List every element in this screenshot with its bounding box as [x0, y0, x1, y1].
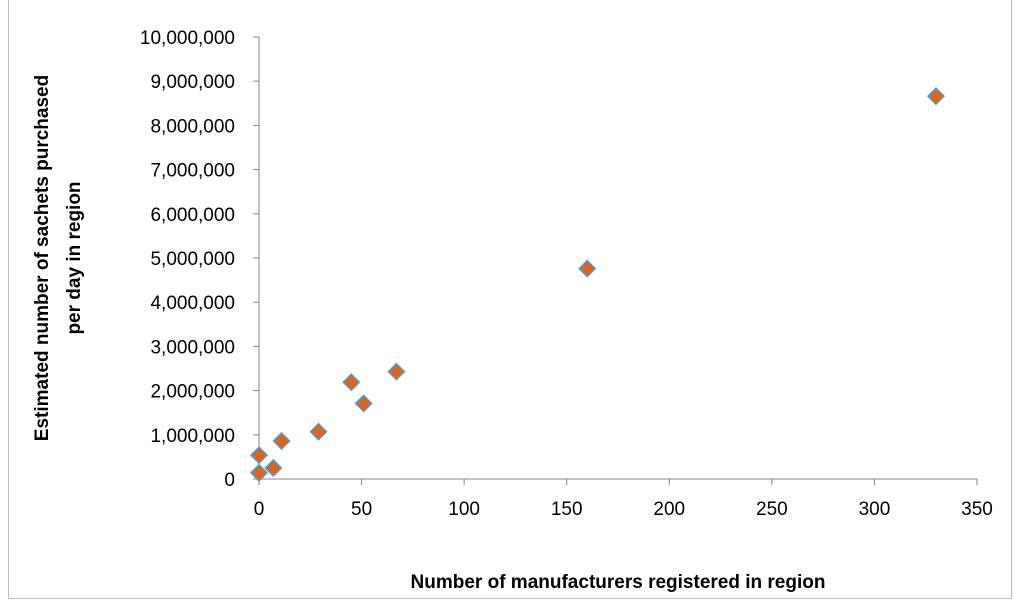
y-tick-label: 2,000,000	[150, 382, 235, 403]
y-tick-label: 8,000,000	[150, 116, 235, 137]
data-point	[926, 87, 946, 106]
x-tick-label: 50	[351, 499, 372, 520]
data-points	[249, 87, 946, 482]
data-point	[578, 259, 597, 278]
data-point	[249, 463, 269, 482]
x-tick-label: 200	[653, 499, 685, 520]
x-tick-label: 100	[448, 499, 480, 520]
data-point	[272, 431, 291, 451]
y-tick-label: 5,000,000	[150, 249, 235, 270]
data-point	[264, 458, 283, 478]
data-point	[387, 362, 406, 381]
chart-frame	[8, 0, 1012, 599]
x-tick-label: 300	[859, 499, 891, 520]
y-tick-label: 10,000,000	[140, 28, 235, 49]
x-tick-label: 350	[961, 499, 993, 520]
y-axis-title-line-1: Estimated number of sachets purchased	[32, 75, 53, 441]
data-point	[342, 373, 361, 392]
data-point	[249, 446, 269, 465]
axes	[258, 37, 977, 480]
y-tick-label: 0	[224, 470, 235, 491]
data-point	[309, 422, 328, 441]
x-axis-title: Number of manufacturers registered in re…	[411, 572, 826, 593]
x-tick-label: 150	[551, 499, 583, 520]
y-tick-label: 4,000,000	[150, 293, 235, 314]
y-ticks: 0 1,000,000 2,000,000 3,000,000 4,000,000 5,0…	[140, 28, 259, 491]
data-point	[354, 394, 373, 413]
y-tick-label: 6,000,000	[150, 205, 235, 226]
y-tick-label: 1,000,000	[150, 426, 235, 447]
x-tick-label: 0	[254, 499, 265, 520]
y-tick-label: 9,000,000	[150, 72, 235, 93]
y-tick-label: 3,000,000	[150, 337, 235, 358]
y-tick-label: 7,000,000	[150, 161, 235, 182]
x-ticks: 0 50 100 150 200 250 300 350	[254, 479, 993, 520]
x-tick-label: 250	[756, 499, 788, 520]
y-axis-title-line-2: per day in region	[64, 181, 85, 334]
